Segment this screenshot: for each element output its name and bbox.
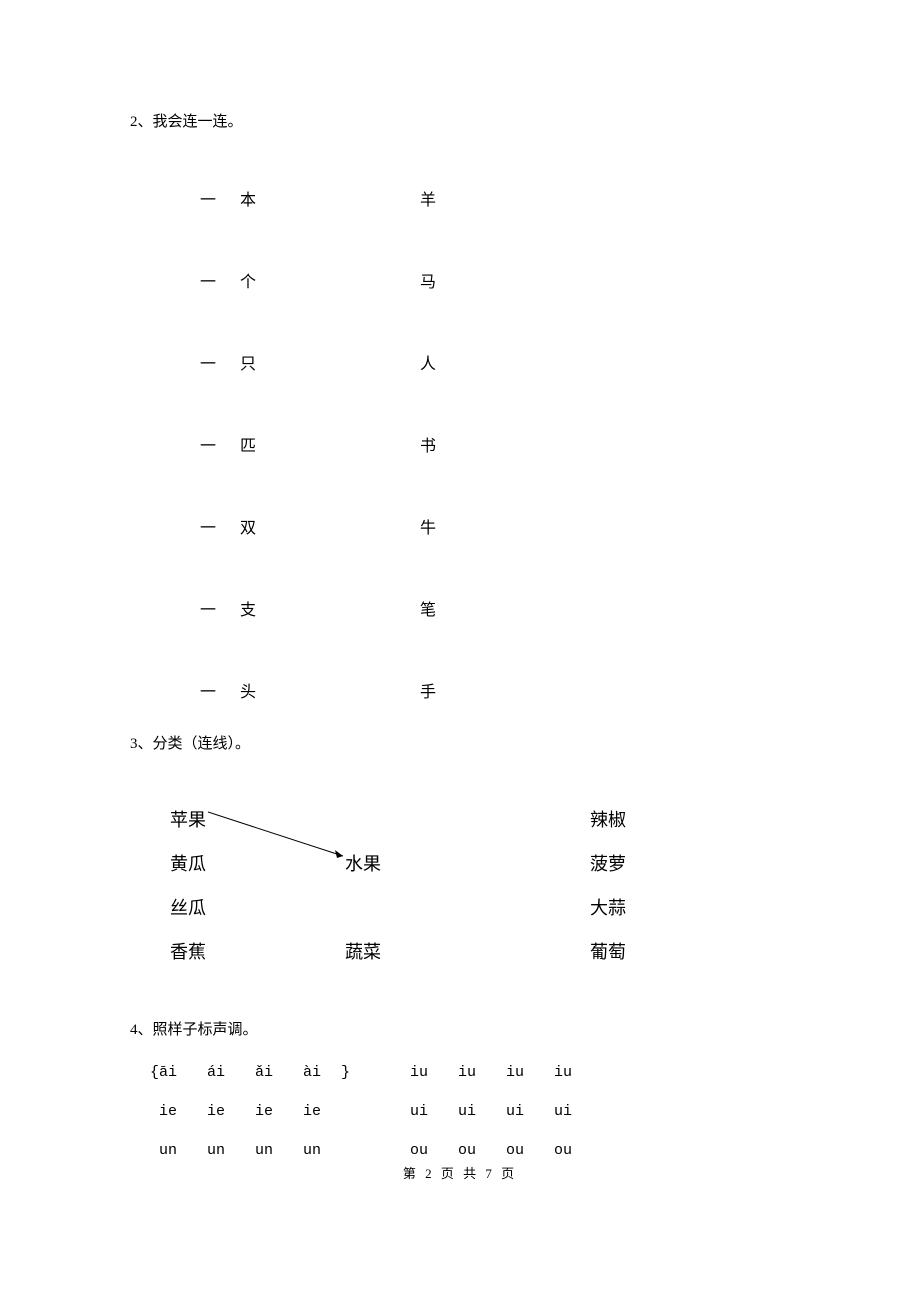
- q2-row: 一 本 羊: [200, 186, 790, 210]
- q4-cell: ou: [410, 1142, 458, 1159]
- q4-cell: āi: [159, 1064, 207, 1081]
- q3-left-word: 苹果: [170, 798, 206, 842]
- q4-cell: ou: [506, 1142, 554, 1159]
- q4-cell: ou: [458, 1142, 506, 1159]
- q4-cell: iu: [458, 1064, 506, 1081]
- q2-left: 一 个: [200, 268, 260, 292]
- q3-left-word: 黄瓜: [170, 842, 206, 886]
- q4-cell: ie: [207, 1103, 255, 1120]
- q2-left: 一 双: [200, 514, 260, 538]
- q2-right: 牛: [420, 514, 436, 538]
- q4-cell: ui: [458, 1103, 506, 1120]
- q4-row: { un un un un } ou ou ou ou: [150, 1142, 790, 1159]
- q2-left: 一 只: [200, 350, 260, 374]
- q2-row: 一 头 手: [200, 678, 790, 702]
- q4-group-b: ou ou ou ou: [410, 1142, 602, 1159]
- q4-cell: ie: [255, 1103, 303, 1120]
- q4-gap: [350, 1142, 410, 1159]
- q4-cell: iu: [506, 1064, 554, 1081]
- q4-cell: ái: [207, 1064, 255, 1081]
- q4-group-a: { ie ie ie ie }: [150, 1103, 350, 1120]
- q4-row: { āi ái ǎi ài } iu iu iu iu: [150, 1064, 790, 1081]
- q4-group-a: { un un un un }: [150, 1142, 350, 1159]
- q3-right-word: 辣椒: [590, 798, 626, 842]
- q4-cell: ui: [506, 1103, 554, 1120]
- q4-cell: un: [207, 1142, 255, 1159]
- q2-header: 2、我会连一连。: [130, 110, 790, 131]
- q2-row: 一 匹 书: [200, 432, 790, 456]
- q4-cell: ui: [554, 1103, 602, 1120]
- q4-cell: iu: [410, 1064, 458, 1081]
- q4-cell: un: [255, 1142, 303, 1159]
- q3-left-word: 丝瓜: [170, 886, 206, 930]
- q2-right: 马: [420, 268, 436, 292]
- q2-row: 一 个 马: [200, 268, 790, 292]
- q4-header: 4、照样子标声调。: [130, 1018, 790, 1039]
- q4-cell: ui: [410, 1103, 458, 1120]
- q3-right-column: 辣椒 菠萝 大蒜 葡萄: [590, 798, 626, 974]
- q2-left: 一 头: [200, 678, 260, 702]
- brace-left: {: [150, 1064, 159, 1081]
- q2-left: 一 支: [200, 596, 260, 620]
- q3-header: 3、分类（连线）。: [130, 732, 790, 753]
- q2-row: 一 双 牛: [200, 514, 790, 538]
- q3-right-word: 菠萝: [590, 842, 626, 886]
- q4-cell: un: [159, 1142, 207, 1159]
- q2-row: 一 只 人: [200, 350, 790, 374]
- q4-cell: ie: [303, 1103, 351, 1120]
- q3-right-word: 大蒜: [590, 886, 626, 930]
- q3-mid-word: 水果: [345, 842, 381, 886]
- q4-cell: ǎi: [255, 1064, 303, 1081]
- q2-left: 一 匹: [200, 432, 260, 456]
- q2-right: 手: [420, 678, 436, 702]
- q2-right: 笔: [420, 596, 436, 620]
- page-footer: 第 2 页 共 7 页: [130, 1163, 790, 1182]
- q4-group-b: ui ui ui ui: [410, 1103, 602, 1120]
- q4-gap: [350, 1103, 410, 1120]
- q2-right: 书: [420, 432, 436, 456]
- q3-diagram: 苹果 黄瓜 丝瓜 香蕉 水果 蔬菜 辣椒 菠萝 大蒜 葡萄: [170, 798, 640, 978]
- q4-row: { ie ie ie ie } ui ui ui ui: [150, 1103, 790, 1120]
- q4-gap: [350, 1064, 410, 1081]
- q4-cell: ou: [554, 1142, 602, 1159]
- q3-mid-word: 蔬菜: [345, 930, 381, 974]
- q2-right: 人: [420, 350, 436, 374]
- q4-cell: iu: [554, 1064, 602, 1081]
- q4-group-b: iu iu iu iu: [410, 1064, 602, 1081]
- q2-right: 羊: [420, 186, 436, 210]
- q4-cell: ie: [159, 1103, 207, 1120]
- q2-row: 一 支 笔: [200, 596, 790, 620]
- page: 2、我会连一连。 一 本 羊 一 个 马 一 只 人 一 匹 书 一 双 牛 一…: [0, 0, 920, 1222]
- q3-left-column: 苹果 黄瓜 丝瓜 香蕉: [170, 798, 206, 974]
- q3-left-word: 香蕉: [170, 930, 206, 974]
- q3-right-word: 葡萄: [590, 930, 626, 974]
- q4-group-a: { āi ái ǎi ài }: [150, 1064, 350, 1081]
- q4-block: { āi ái ǎi ài } iu iu iu iu { ie ie ie i…: [150, 1064, 790, 1159]
- q4-cell: un: [303, 1142, 351, 1159]
- q2-left: 一 本: [200, 186, 260, 210]
- q3-connector-line: [208, 806, 368, 886]
- q2-match-block: 一 本 羊 一 个 马 一 只 人 一 匹 书 一 双 牛 一 支 笔 一 头 …: [200, 186, 790, 702]
- brace-right: }: [341, 1064, 350, 1081]
